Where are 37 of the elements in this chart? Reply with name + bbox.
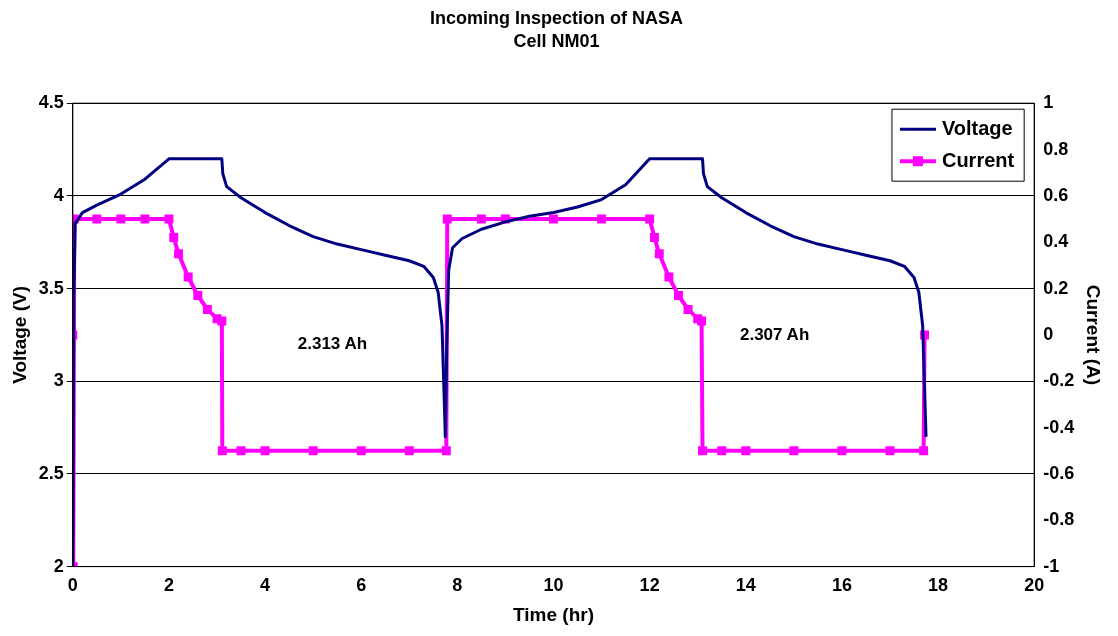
x-tick-label: 2 xyxy=(163,575,174,596)
x-tick-label: 8 xyxy=(452,575,463,596)
y2-tick-label: 0 xyxy=(1043,323,1054,344)
y2-axis-title: Current (A) xyxy=(1083,284,1105,386)
y-tick-label: 2 xyxy=(53,555,64,576)
y2-tick-label: 0.8 xyxy=(1043,138,1069,159)
legend-label: Voltage xyxy=(941,116,1013,139)
x-tick-label: 6 xyxy=(356,575,367,596)
y-axis-title: Voltage (V) xyxy=(8,285,30,384)
y2-tick-label: -0.2 xyxy=(1043,370,1075,391)
x-tick-label: 0 xyxy=(67,575,78,596)
x-tick-label: 18 xyxy=(928,575,949,596)
y2-tick-label: 0.6 xyxy=(1043,184,1069,205)
annotation: 2.313 Ah xyxy=(297,333,368,353)
y2-tick-label: -0.4 xyxy=(1043,416,1075,437)
y-tick-label: 3 xyxy=(53,370,64,391)
y2-tick-label: 0.4 xyxy=(1043,231,1069,252)
y-tick-label: 4.5 xyxy=(38,92,64,113)
chart-subtitle: Cell NM01 xyxy=(513,31,600,52)
y2-tick-label: -0.6 xyxy=(1043,462,1075,483)
y2-tick-label: 0.2 xyxy=(1043,277,1069,298)
y-tick-label: 2.5 xyxy=(38,462,64,483)
chart-title: Incoming Inspection of NASA xyxy=(429,7,684,28)
y-tick-label: 3.5 xyxy=(38,277,64,298)
x-tick-label: 12 xyxy=(639,575,660,596)
x-tick-label: 14 xyxy=(735,575,756,596)
y2-tick-label: 1 xyxy=(1043,92,1054,113)
x-tick-label: 16 xyxy=(831,575,852,596)
legend-label: Current xyxy=(941,148,1015,171)
x-tick-label: 20 xyxy=(1024,575,1045,596)
annotation: 2.307 Ah xyxy=(739,324,810,344)
y2-tick-label: -0.8 xyxy=(1043,509,1075,530)
y2-tick-label: -1 xyxy=(1043,555,1060,576)
x-axis-title: Time (hr) xyxy=(513,603,594,625)
x-tick-label: 4 xyxy=(260,575,271,596)
x-tick-label: 10 xyxy=(543,575,564,596)
y-tick-label: 4 xyxy=(53,184,64,205)
